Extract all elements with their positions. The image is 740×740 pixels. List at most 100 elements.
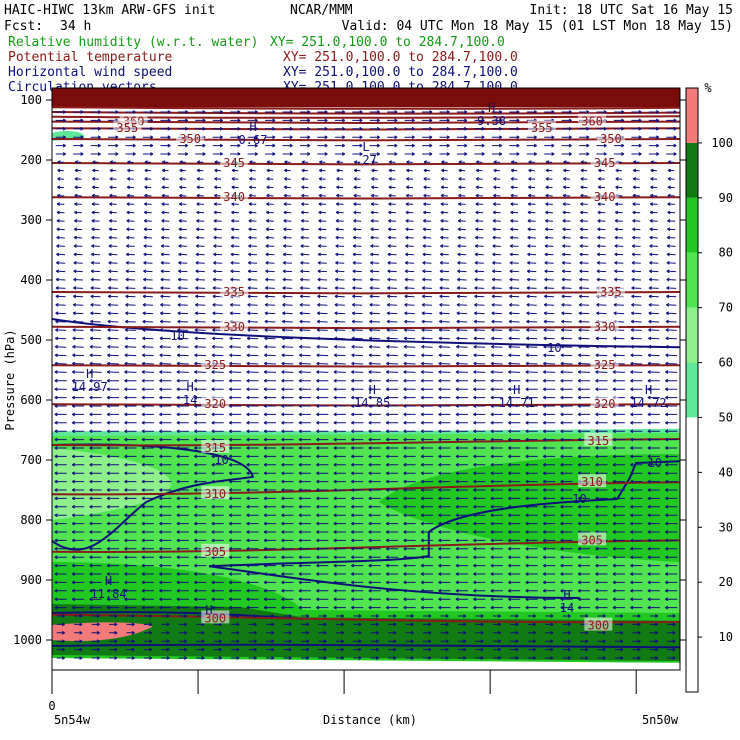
wind-vector — [385, 395, 399, 400]
wind-vector — [455, 605, 468, 610]
wind-vector — [527, 647, 536, 652]
wind-vector — [54, 471, 67, 476]
wind-vector — [176, 378, 189, 383]
wind-vector — [667, 202, 675, 206]
wind-vector — [420, 504, 434, 509]
wind-vector — [420, 395, 434, 400]
wind-vector — [525, 597, 538, 602]
wind-vector — [474, 126, 485, 131]
wind-vector — [455, 488, 468, 492]
wind-vector — [194, 319, 206, 324]
wind-vector — [630, 361, 643, 366]
wind-vector — [176, 361, 189, 366]
wind-vector — [492, 252, 502, 257]
wind-vector — [126, 210, 135, 215]
wind-vector — [351, 336, 363, 341]
wind-vector — [352, 118, 363, 123]
wind-vector — [265, 218, 274, 223]
wind-vector — [176, 387, 189, 392]
wind-vector — [228, 555, 242, 560]
wind-vector — [177, 302, 188, 307]
wind-vector — [55, 152, 66, 156]
label-backdrop — [590, 189, 619, 203]
wind-vector — [318, 630, 327, 635]
wind-vector — [542, 378, 556, 383]
wind-vector — [211, 353, 224, 358]
wind-vector — [612, 580, 625, 585]
wind-vector — [126, 177, 134, 181]
wind-vector — [352, 143, 363, 148]
wind-vector — [405, 252, 414, 257]
wind-vector — [317, 252, 327, 257]
wind-vector — [577, 496, 591, 501]
wind-vector — [405, 218, 414, 223]
wind-vector — [563, 177, 570, 181]
wind-vector — [490, 420, 503, 425]
wind-vector — [228, 572, 242, 576]
wind-vector — [387, 294, 398, 299]
wind-vector — [525, 336, 538, 341]
wind-vector — [248, 244, 257, 248]
wind-vector — [90, 302, 101, 307]
wind-vector — [211, 538, 224, 543]
wind-vector — [211, 563, 224, 568]
wind-vector — [213, 260, 223, 265]
wind-vector — [316, 361, 329, 366]
wind-vector — [368, 370, 381, 374]
wind-vector — [438, 344, 451, 349]
wind-vector — [196, 202, 204, 206]
wind-vector — [159, 546, 172, 551]
theta-label: 350 — [600, 132, 622, 146]
wind-vector — [248, 227, 257, 232]
wind-vector — [438, 387, 451, 392]
wind-vector — [369, 152, 380, 156]
wind-vector — [490, 572, 503, 576]
wind-vector — [508, 572, 521, 576]
wind-vector — [560, 395, 573, 400]
wind-vector — [351, 302, 363, 307]
wind-vector — [562, 202, 571, 206]
wind-vector — [212, 311, 223, 316]
wind-vector — [91, 210, 100, 215]
wind-vector — [211, 605, 224, 610]
wind-vector — [213, 218, 222, 223]
wind-vector — [177, 126, 189, 131]
wind-vector — [385, 454, 399, 459]
wind-vector — [458, 202, 466, 206]
wind-vector — [577, 555, 591, 560]
wind-vector — [335, 639, 345, 644]
wind-vector — [440, 614, 449, 618]
wind-vector — [649, 210, 658, 215]
rh-region — [52, 622, 153, 642]
wind-vector — [404, 311, 415, 316]
wind-vector — [405, 630, 414, 635]
wind-vector — [525, 437, 538, 442]
wind-vector — [71, 588, 85, 593]
wind-vector — [144, 177, 152, 181]
wind-vector — [473, 429, 486, 434]
wind-vector — [230, 252, 240, 257]
wind-vector — [612, 370, 625, 374]
wind-vector — [406, 160, 413, 164]
theta-contour — [52, 106, 680, 110]
wind-vector — [630, 378, 643, 383]
wind-vector — [352, 286, 363, 290]
wind-vector — [299, 302, 310, 307]
wind-vector — [455, 563, 468, 568]
wind-vector — [544, 152, 555, 156]
wind-vector — [595, 412, 608, 417]
wind-vector — [404, 110, 415, 114]
wind-vector — [491, 294, 502, 299]
wind-vector — [316, 378, 329, 383]
wind-contour — [208, 565, 580, 599]
wind-vector — [595, 588, 608, 593]
wind-vector — [57, 160, 64, 164]
wind-vector — [281, 521, 294, 526]
wind-vector — [74, 202, 82, 206]
wind-vector — [630, 446, 643, 450]
wind-vector — [106, 546, 120, 551]
wind-vector — [298, 462, 311, 467]
wind-vector — [195, 277, 205, 282]
wind-vector — [596, 252, 606, 257]
wind-vector — [281, 378, 294, 383]
